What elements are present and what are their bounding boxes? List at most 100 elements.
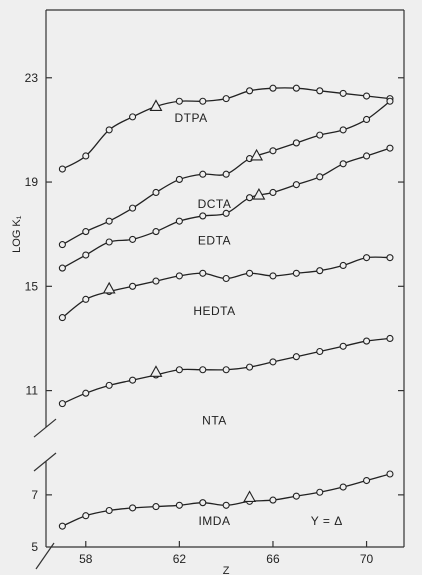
data-point-imda (386, 470, 394, 478)
data-point-nta (363, 337, 371, 345)
y-tick-label: 5 (31, 540, 38, 554)
series-label-hedta: HEDTA (193, 304, 235, 318)
data-point-hedta (363, 254, 371, 262)
data-point-dtpa (105, 126, 113, 134)
data-point-edta (386, 144, 394, 152)
data-point-hedta (199, 269, 207, 277)
data-point-nta (105, 381, 113, 389)
data-point-dtpa (129, 113, 137, 121)
data-point-hedta (292, 269, 300, 277)
axis-break-mark (33, 452, 57, 472)
data-point-edta (152, 228, 160, 236)
origin-mark (35, 542, 55, 570)
data-point-dtpa (222, 95, 230, 103)
data-point-nta (222, 366, 230, 374)
data-point-hedta (175, 272, 183, 280)
series-group: DTPA DCTA EDTA HEDTA NTA IMDA (58, 84, 394, 530)
data-point-nta (316, 347, 324, 356)
data-point-imda (269, 496, 277, 504)
x-tick-label: 66 (266, 552, 280, 566)
data-point-hedta (82, 295, 90, 303)
data-point-dtpa (269, 84, 277, 92)
yttrium-point-dcta (250, 148, 264, 161)
data-point-imda (316, 488, 324, 496)
data-point-hedta (152, 277, 160, 285)
data-point-imda (152, 503, 160, 511)
data-point-edta (339, 160, 347, 168)
series-label-imda: IMDA (198, 514, 230, 528)
y-axis-title: LOG K₁ (11, 215, 23, 253)
data-point-dcta (152, 188, 160, 197)
series-label-edta: EDTA (198, 234, 231, 248)
data-point-nta (269, 358, 277, 366)
axis-break-mark (33, 418, 57, 438)
symbol-note: Y = Δ (311, 514, 343, 528)
data-point-imda (175, 501, 183, 509)
y-tick-label: 7 (31, 488, 38, 502)
data-point-dcta (339, 126, 347, 134)
data-point-imda (82, 512, 90, 520)
y-tick-label: 11 (26, 384, 39, 398)
data-point-imda (129, 504, 137, 512)
data-point-imda (199, 499, 207, 507)
series-label-dtpa: DTPA (175, 111, 208, 125)
data-point-hedta (269, 272, 277, 280)
data-point-nta (58, 400, 66, 408)
series-dtpa: DTPA (58, 84, 394, 173)
data-point-dtpa (339, 89, 347, 97)
series-hedta: HEDTA (58, 254, 394, 322)
data-point-nta (175, 366, 183, 374)
data-point-edta (222, 209, 230, 217)
y-tick-label: 15 (25, 279, 39, 293)
data-point-nta (129, 376, 137, 384)
data-point-nta (82, 389, 90, 397)
data-point-dcta (363, 115, 371, 124)
data-point-dtpa (199, 97, 207, 105)
x-tick-label: 62 (173, 552, 187, 566)
data-point-hedta (58, 314, 66, 322)
data-point-hedta (316, 267, 324, 275)
data-point-dcta (105, 217, 113, 225)
x-axis-title: Z (223, 565, 230, 575)
data-point-nta (339, 342, 347, 350)
data-point-imda (58, 522, 66, 530)
axis-ticks: 58 62 66 70 7 11 15 19 23 5 (25, 71, 404, 566)
data-point-hedta (129, 282, 137, 290)
data-point-edta (363, 152, 371, 160)
data-point-edta (269, 188, 277, 197)
data-point-dtpa (316, 87, 324, 95)
data-point-imda (292, 492, 300, 500)
series-nta: NTA (58, 334, 394, 427)
data-point-dtpa (246, 87, 254, 95)
data-point-dcta (58, 241, 66, 249)
data-point-edta (105, 238, 113, 246)
data-point-edta (199, 212, 207, 220)
data-point-dtpa (292, 84, 300, 92)
plot-frame (33, 9, 405, 570)
data-point-nta (292, 353, 300, 361)
yttrium-point-edta (252, 187, 266, 200)
data-point-edta (246, 194, 254, 202)
data-point-dcta (292, 139, 300, 147)
series-label-dcta: DCTA (198, 197, 232, 211)
data-point-dtpa (82, 152, 90, 160)
data-point-hedta (246, 269, 254, 277)
series-dcta: DCTA (58, 97, 394, 249)
yttrium-point-nta (149, 365, 163, 377)
data-point-dcta (386, 97, 394, 105)
series-edta: EDTA (58, 144, 394, 272)
data-point-edta (175, 217, 183, 225)
data-point-hedta (222, 274, 230, 283)
y-tick-label: 23 (25, 71, 39, 85)
series-imda: IMDA (58, 470, 394, 530)
x-tick-label: 58 (79, 552, 93, 566)
yttrium-point-hedta (102, 281, 116, 294)
data-point-edta (58, 264, 66, 272)
data-point-nta (199, 366, 207, 374)
data-point-imda (222, 501, 230, 509)
data-point-edta (316, 173, 324, 181)
data-point-hedta (339, 261, 347, 270)
data-point-dtpa (175, 97, 183, 105)
data-point-dcta (269, 147, 277, 155)
